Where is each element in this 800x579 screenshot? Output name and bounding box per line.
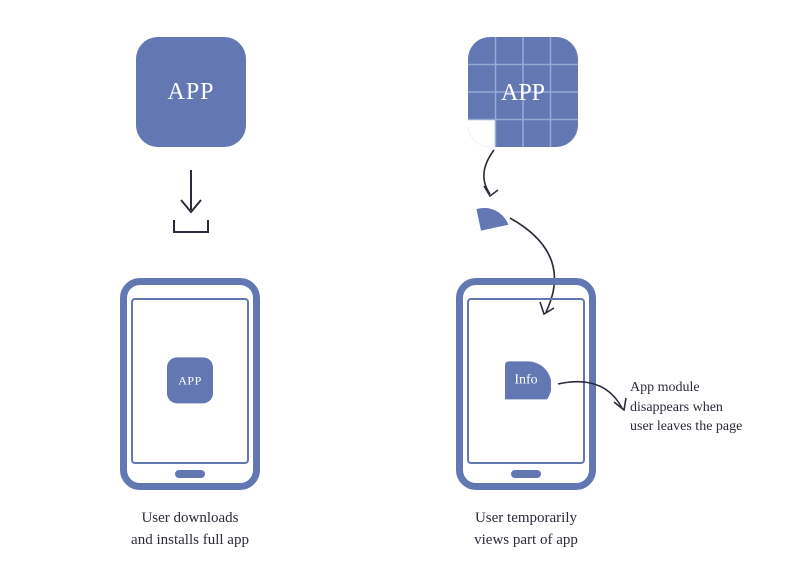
app-icon-full-label: APP (167, 79, 214, 106)
app-icon-modular-label: APP (501, 80, 545, 106)
info-module-label: Info (514, 372, 537, 388)
annotation-text: App module disappears when user leaves t… (630, 378, 790, 437)
phone-full-app: APP (120, 278, 260, 490)
arrow-annotation-icon (552, 372, 634, 420)
download-icon (168, 166, 214, 238)
caption-left: User downloads and installs full app (95, 508, 285, 552)
app-icon-modular: APP (468, 37, 578, 147)
installed-app-icon-label: APP (178, 373, 202, 388)
info-module: Info (501, 357, 551, 403)
phone-home-button-right (510, 469, 542, 479)
diagram-canvas: APP APP User downloads and installs full… (0, 0, 800, 579)
app-icon-full: APP (136, 37, 246, 147)
arrow-grid-to-piece-icon (460, 148, 530, 204)
installed-app-icon: APP (167, 357, 213, 403)
phone-home-button-left (174, 469, 206, 479)
caption-right: User temporarily views part of app (431, 508, 621, 552)
